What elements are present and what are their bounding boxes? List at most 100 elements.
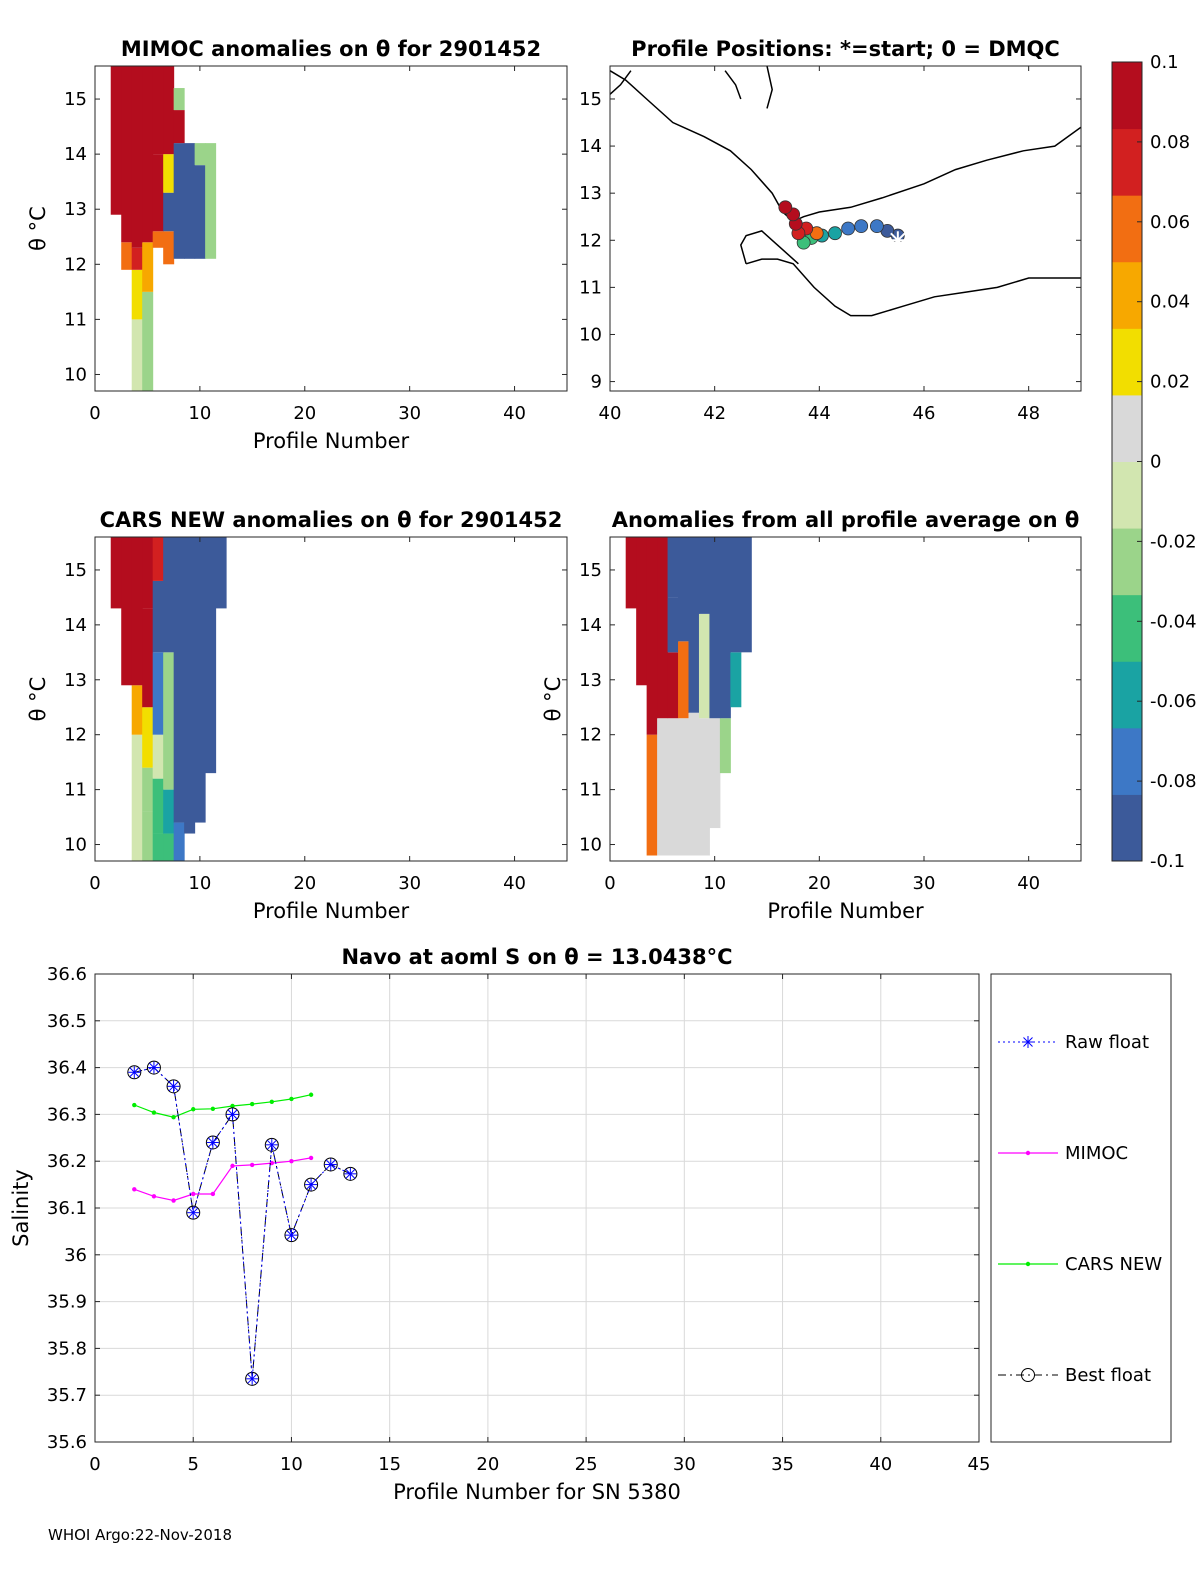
raw-float-point: [226, 1108, 239, 1121]
cars-ytick-label: 11: [64, 780, 87, 801]
raw-float-point: [147, 1061, 160, 1074]
profile-position-point: [854, 219, 869, 234]
cars-cell: [152, 537, 164, 581]
legend-cars-new-label: CARS NEW: [1065, 1254, 1162, 1275]
positions-title: Profile Positions: *=start; 0 = DMQC: [631, 37, 1060, 61]
salinity-ytick-label: 35.8: [47, 1338, 87, 1359]
best-float-point: [166, 1079, 181, 1094]
raw-float-point: [324, 1158, 337, 1171]
profile-position-point: [828, 226, 842, 241]
cars-ytick-label: 12: [64, 725, 87, 746]
colorbar-tick-label: -0.04: [1150, 611, 1197, 632]
positions-ytick-label: 15: [579, 89, 602, 110]
salinity-grid: [94, 973, 980, 1443]
mimoc-cell: [163, 154, 175, 193]
allprof-cell: [657, 718, 669, 856]
allprof-cell: [730, 652, 742, 708]
cars-cell: [142, 767, 154, 812]
mimoc-cells: [110, 66, 217, 391]
allprof-cell: [646, 734, 658, 856]
cars-cell: [184, 537, 196, 834]
salinity-ytick-label: 36.5: [47, 1011, 87, 1032]
mimoc-ytick-label: 12: [64, 254, 87, 275]
mimoc-cell: [152, 231, 164, 248]
salinity-title: Navo at aoml S on θ = 13.0438°C: [341, 945, 732, 969]
colorbar-swatch: [1112, 394, 1142, 462]
colorbar-tick-label: -0.1: [1150, 851, 1185, 872]
series-mimoc: [132, 1155, 314, 1203]
mimoc-cell: [152, 154, 164, 232]
mimoc-cell: [163, 192, 175, 232]
legend-mimoc-label: MIMOC: [1065, 1143, 1128, 1164]
allprof-ylabel: θ °C: [541, 677, 565, 722]
salinity-xtick-label: 0: [89, 1454, 100, 1475]
legend-raw-float-marker: [1022, 1036, 1034, 1048]
mimoc-axes-box: [94, 65, 568, 392]
mimoc-cell: [121, 242, 133, 270]
cars-cell: [142, 811, 154, 861]
mimoc-cell: [131, 269, 143, 320]
cars-cells: [110, 537, 227, 861]
cars-ylabel: θ °C: [26, 677, 50, 722]
raw-float-point: [344, 1167, 357, 1180]
series-cars-new: [132, 1092, 314, 1120]
cars-new-line: [134, 1094, 312, 1118]
mimoc-xlabel: Profile Number: [253, 429, 410, 453]
cars-cell: [142, 707, 154, 768]
mimoc-point: [308, 1155, 314, 1161]
raw-star-stroke: [208, 1137, 218, 1148]
cars-cell: [131, 537, 143, 686]
best-float-point: [304, 1177, 319, 1192]
positions-xtick-label: 42: [703, 403, 726, 424]
colorbar-tick-label: -0.06: [1150, 691, 1197, 712]
cars-new-point: [249, 1101, 255, 1107]
allprof-ytick-label: 13: [579, 670, 602, 691]
cars-cell: [142, 608, 154, 708]
mimoc-cell: [163, 231, 175, 265]
mimoc-xtick-label: 30: [398, 403, 421, 424]
cars-cell: [131, 685, 143, 735]
raw-float-point: [305, 1178, 318, 1191]
mimoc-ytick-label: 10: [64, 364, 87, 385]
mimoc-ytick-label: 11: [64, 309, 87, 330]
raw-star-stroke: [306, 1179, 316, 1190]
cars-new-point: [210, 1106, 216, 1111]
coastline-segment: [610, 70, 632, 95]
series-raw-float: [128, 1061, 357, 1385]
mimoc-cell: [131, 66, 143, 248]
allprof-cell: [698, 718, 710, 856]
colorbar-swatch: [1112, 328, 1142, 396]
mimoc-cell: [121, 66, 133, 243]
allprof-cell: [678, 641, 689, 719]
cars-cell: [163, 789, 175, 834]
colorbar-swatch: [1112, 528, 1142, 596]
positions-ytick-label: 9: [591, 372, 602, 393]
allprof-xtick-label: 0: [604, 873, 615, 894]
cars-xtick-label: 20: [293, 873, 316, 894]
positions-ytick-label: 11: [579, 277, 602, 298]
mimoc-cell: [173, 88, 185, 111]
mimoc-xtick-label: 10: [188, 403, 211, 424]
mimoc-cell: [142, 291, 154, 391]
allprof-ytick-label: 11: [579, 780, 602, 801]
cars-xtick-label: 0: [89, 873, 100, 894]
mimoc-cell: [152, 66, 164, 155]
allprof-ytick-label: 14: [579, 615, 602, 636]
allprof-ytick-label: 15: [579, 560, 602, 581]
cars-ytick-label: 13: [64, 670, 87, 691]
raw-star-stroke: [286, 1230, 297, 1240]
raw-star-stroke: [266, 1139, 277, 1150]
cars-new-point: [230, 1103, 235, 1109]
coastline-segment: [745, 258, 1081, 317]
allprof-cell: [698, 613, 710, 719]
mimoc-xtick-label: 20: [293, 403, 316, 424]
salinity-ytick-label: 35.7: [47, 1385, 87, 1406]
raw-star-stroke: [129, 1067, 140, 1078]
allprof-cell: [719, 718, 731, 774]
cars-cell: [142, 537, 154, 609]
cars-new-point: [132, 1102, 137, 1108]
mimoc-cell: [163, 66, 175, 155]
raw-float-point: [187, 1206, 200, 1219]
mimoc-point: [132, 1187, 137, 1192]
